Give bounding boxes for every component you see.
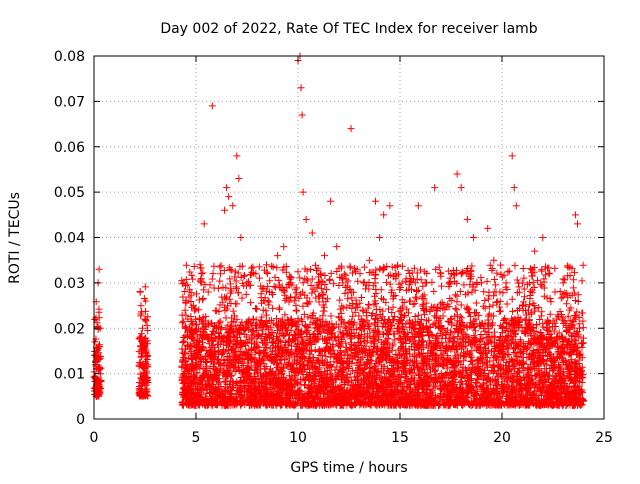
data-point [390, 341, 397, 348]
data-point [179, 339, 186, 346]
data-point [185, 341, 192, 348]
data-point [142, 317, 149, 324]
data-points [91, 53, 587, 409]
data-point [180, 334, 187, 341]
data-point [217, 318, 224, 325]
data-point [137, 312, 144, 319]
chart-title: Day 002 of 2022, Rate Of TEC Index for r… [160, 21, 537, 37]
data-point [579, 340, 586, 347]
data-point [580, 335, 587, 342]
data-point [336, 342, 343, 349]
data-point [580, 324, 587, 331]
data-point [137, 289, 144, 296]
data-point [342, 340, 349, 347]
data-point [490, 368, 497, 375]
data-point [142, 283, 149, 290]
data-point [472, 327, 479, 334]
